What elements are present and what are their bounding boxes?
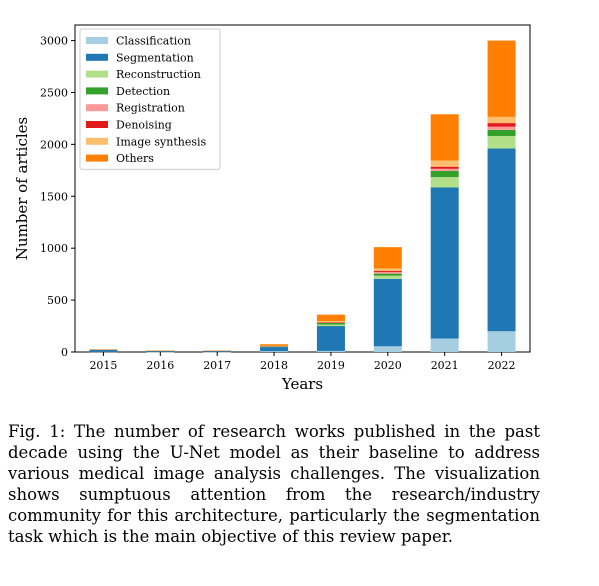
bar-2020-registration bbox=[373, 272, 402, 274]
bar-2021-others bbox=[430, 114, 459, 161]
bar-2022-detection bbox=[487, 129, 516, 137]
bar-2019-segmentation bbox=[316, 326, 345, 351]
y-tick-label: 2500 bbox=[40, 86, 68, 99]
x-tick-label: 2015 bbox=[89, 359, 117, 372]
legend: Classification Segmentation Reconstruction… bbox=[79, 28, 221, 170]
bar-2018-segmentation bbox=[260, 347, 289, 352]
x-tick-label: 2018 bbox=[260, 359, 288, 372]
bar-2021-registration bbox=[430, 168, 459, 171]
y-axis-ticks: 0 500 1000 1500 2000 2500 3000 bbox=[40, 35, 75, 359]
bar-2015-others bbox=[89, 349, 118, 350]
bar-2017-others bbox=[203, 350, 232, 352]
y-tick-label: 1500 bbox=[40, 190, 68, 203]
legend-swatch bbox=[86, 104, 108, 112]
bar-2021-reconstruction bbox=[430, 177, 459, 188]
bar-2019-image-synthesis bbox=[316, 321, 345, 323]
bar-2015-classification bbox=[89, 351, 118, 353]
legend-label: Classification bbox=[116, 35, 191, 48]
legend-swatch bbox=[86, 137, 108, 145]
bar-2016-others bbox=[146, 350, 175, 352]
legend-swatch bbox=[86, 154, 108, 162]
plot-frame bbox=[74, 24, 531, 353]
x-tick-label: 2021 bbox=[431, 359, 459, 372]
x-tick-label: 2019 bbox=[317, 359, 345, 372]
x-axis-ticks: 2015 2016 2017 2018 2019 2020 2021 2022 bbox=[89, 352, 516, 372]
bar-2020-others bbox=[373, 247, 402, 269]
bar-2018-image-synthesis bbox=[260, 345, 289, 347]
bar-2015-segmentation bbox=[89, 349, 118, 352]
x-tick-label: 2017 bbox=[203, 359, 231, 372]
bar-2016-segmentation bbox=[146, 351, 175, 352]
legend-swatch bbox=[86, 87, 108, 95]
bar-2020-detection bbox=[373, 273, 402, 276]
y-tick-label: 0 bbox=[61, 346, 68, 359]
x-axis-label: Years bbox=[281, 375, 323, 393]
bar-2021-segmentation bbox=[430, 187, 459, 339]
legend-box bbox=[79, 28, 221, 170]
bar-2022-classification bbox=[487, 331, 516, 352]
bar-2020-image-synthesis bbox=[373, 268, 402, 272]
bar-2021-detection bbox=[430, 170, 459, 178]
figure-caption: Fig. 1: The number of research works pub… bbox=[8, 422, 540, 546]
y-tick-label: 2000 bbox=[40, 138, 68, 151]
bar-2021-denoising bbox=[430, 166, 459, 169]
bar-2018-classification bbox=[260, 351, 289, 352]
legend-swatch bbox=[86, 37, 108, 44]
bar-2021-classification bbox=[430, 338, 459, 352]
bar-2021-image-synthesis bbox=[430, 160, 459, 167]
y-tick-label: 500 bbox=[47, 294, 68, 307]
bar-2022-registration bbox=[487, 126, 516, 130]
legend-label: Denoising bbox=[116, 119, 172, 132]
legend-label: Image synthesis bbox=[116, 135, 207, 148]
bar-2019-reconstruction bbox=[316, 324, 345, 327]
x-tick-label: 2022 bbox=[488, 359, 516, 372]
legend-swatch bbox=[86, 121, 108, 128]
bar-2019-registration bbox=[316, 322, 345, 323]
bar-2019-others bbox=[316, 314, 345, 322]
y-tick-label: 1000 bbox=[40, 242, 68, 255]
legend-label: Others bbox=[116, 152, 154, 165]
bar-2020-segmentation bbox=[373, 278, 402, 347]
legend-swatch bbox=[86, 53, 108, 61]
bar-2022-segmentation bbox=[487, 148, 516, 332]
bar-2019-detection bbox=[316, 322, 345, 325]
bar-2022-denoising bbox=[487, 123, 516, 127]
bar-2018-reconstruction bbox=[260, 346, 289, 348]
x-tick-label: 2020 bbox=[374, 359, 402, 372]
legend-label: Reconstruction bbox=[116, 68, 201, 81]
legend-label: Segmentation bbox=[116, 51, 194, 64]
bar-2022-image-synthesis bbox=[487, 116, 516, 124]
bar-2022-others bbox=[487, 40, 516, 117]
bar-2020-classification bbox=[373, 346, 402, 352]
legend-label: Detection bbox=[116, 85, 170, 98]
bar-2019-denoising bbox=[316, 322, 345, 323]
legend-swatch bbox=[86, 70, 108, 78]
bar-2019-classification bbox=[316, 350, 345, 352]
bar-2018-others bbox=[260, 344, 289, 346]
bar-2022-reconstruction bbox=[487, 136, 516, 149]
y-tick-label: 3000 bbox=[40, 35, 68, 48]
legend-label: Registration bbox=[116, 102, 185, 115]
bar-2017-segmentation bbox=[203, 351, 232, 352]
bar-2020-reconstruction bbox=[373, 275, 402, 279]
y-axis-label: Number of articles bbox=[13, 117, 31, 261]
bars bbox=[89, 40, 516, 353]
bar-2020-denoising bbox=[373, 271, 402, 273]
x-tick-label: 2016 bbox=[146, 359, 174, 372]
plot-area bbox=[74, 24, 531, 353]
